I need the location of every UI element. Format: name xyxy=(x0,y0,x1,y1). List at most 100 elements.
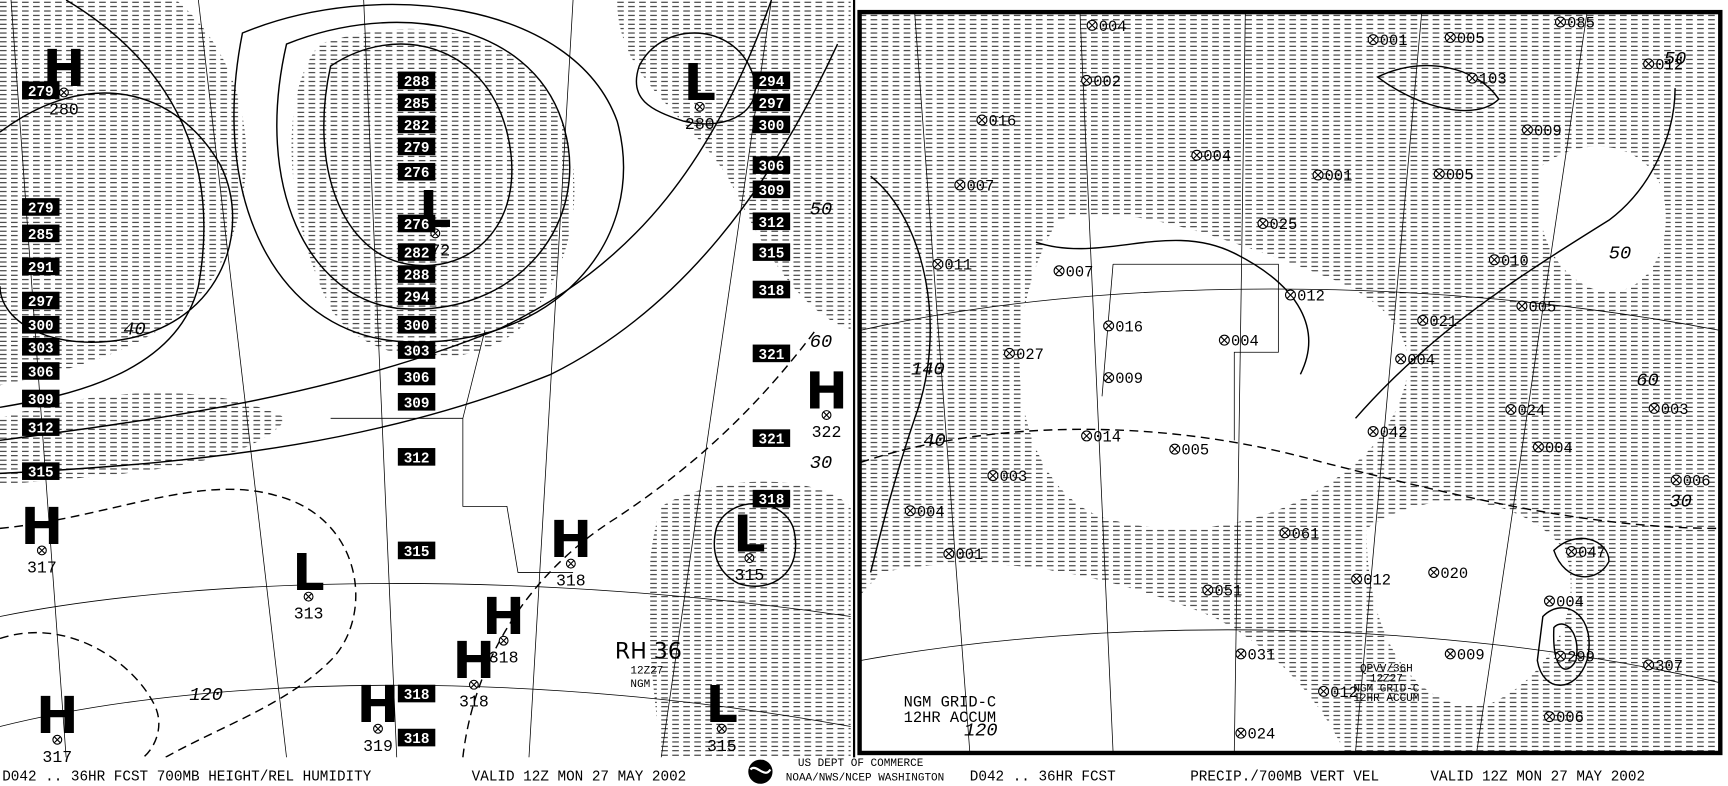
precip-label: 006 xyxy=(1556,709,1584,727)
height-label-box xyxy=(752,115,791,134)
center-symbol-cross xyxy=(1672,476,1681,484)
center-symbol-cross xyxy=(500,637,508,645)
precip-label: 024 xyxy=(1248,726,1276,744)
center-symbol-cross xyxy=(1237,729,1245,738)
center-symbol-cross xyxy=(1429,568,1438,577)
center-symbol-cross xyxy=(1650,404,1659,413)
center-value: 280 xyxy=(49,100,79,119)
center-symbol-cross xyxy=(1396,355,1405,363)
center-value: 280 xyxy=(685,115,715,134)
height-label-box xyxy=(752,489,791,508)
height-label-box xyxy=(752,212,791,231)
precip-label: 001 xyxy=(1380,32,1408,50)
height-label-box xyxy=(397,162,436,181)
precip-label: 001 xyxy=(1325,168,1353,186)
center-symbol-cross xyxy=(1237,650,1245,658)
height-label-box xyxy=(752,344,791,363)
center-symbol-cross xyxy=(1314,171,1322,179)
precip-label: 009 xyxy=(1457,646,1485,664)
height-label: 288 xyxy=(404,75,430,91)
height-label: 300 xyxy=(404,319,430,335)
center-symbol-cross xyxy=(1545,712,1554,721)
center-symbol-cross xyxy=(1418,316,1427,325)
height-label: 321 xyxy=(759,433,785,449)
center-value: 317 xyxy=(27,558,57,577)
height-label: 318 xyxy=(759,493,785,509)
height-label: 315 xyxy=(759,247,785,263)
noaa-emblem xyxy=(748,759,773,784)
stamp-line: 12HR ACCUM xyxy=(1353,693,1419,705)
center-symbol-cross xyxy=(1644,661,1653,669)
center-symbol-cross xyxy=(1259,219,1267,228)
center-symbol-cross xyxy=(1082,76,1091,85)
height-label-box xyxy=(397,367,436,386)
left-map xyxy=(0,0,851,758)
height-label-box xyxy=(22,315,60,334)
height-label-box xyxy=(22,462,60,480)
height-label-box xyxy=(752,71,791,90)
precip-label: 007 xyxy=(1066,263,1094,281)
center-symbol-cross xyxy=(1319,687,1328,696)
precip-label: 010 xyxy=(1501,252,1529,270)
center-symbol-cross xyxy=(1446,650,1455,658)
height-label-box xyxy=(397,448,436,466)
precip-label: 051 xyxy=(1214,583,1242,601)
height-label-box xyxy=(397,341,436,359)
height-label-box xyxy=(397,71,436,90)
center-symbol-cross xyxy=(1518,302,1526,310)
precip-label: 103 xyxy=(1479,71,1507,89)
contour-label: 60 xyxy=(810,331,832,353)
center-symbol-cross xyxy=(1203,586,1212,594)
precip-label: 004 xyxy=(1099,18,1127,36)
height-label: 303 xyxy=(404,345,430,361)
precip-label: 004 xyxy=(1545,439,1573,457)
agency-line2: NOAA/NWS/NCEP WASHINGTON xyxy=(786,773,945,785)
center-symbol-cross xyxy=(978,116,986,124)
center-symbol-cross xyxy=(567,560,575,568)
height-label: 312 xyxy=(28,422,54,438)
height-label: 309 xyxy=(404,396,430,412)
height-label-box xyxy=(22,337,60,356)
height-label-box xyxy=(397,684,436,703)
center-symbol-cross xyxy=(1556,18,1565,26)
center-symbol-cross xyxy=(1104,373,1113,382)
center-symbol-cross xyxy=(374,725,382,733)
contour-label: 40 xyxy=(123,319,145,341)
height-label-box xyxy=(397,265,436,283)
height-label: 300 xyxy=(759,119,785,135)
precip-label: 005 xyxy=(1457,30,1485,48)
height-label-box xyxy=(752,243,791,261)
legend-line: NGM GRID-C xyxy=(904,694,997,712)
right-map xyxy=(860,13,1720,752)
center-value: 315 xyxy=(735,566,765,585)
center-symbol-cross xyxy=(1534,443,1543,451)
height-label: 285 xyxy=(404,97,430,113)
height-label: 288 xyxy=(404,269,430,285)
height-label: 297 xyxy=(759,97,785,113)
center-symbol-cross xyxy=(60,88,68,96)
precip-label: 021 xyxy=(1429,313,1457,331)
height-label-box xyxy=(22,389,60,408)
precip-label: 012 xyxy=(1363,572,1391,590)
contour-label: 30 xyxy=(1669,490,1691,512)
labels: H280L280L272H322H317L313H318H318H318H319… xyxy=(21,15,1711,767)
precip-label: 009 xyxy=(1534,122,1562,140)
contour-label: 50 xyxy=(1609,243,1631,265)
precip-label: 004 xyxy=(1231,333,1259,351)
center-symbol-cross xyxy=(1055,266,1063,275)
precip-label: 012 xyxy=(1297,288,1325,306)
precip-label: 016 xyxy=(989,113,1017,131)
height-label: 303 xyxy=(28,341,54,357)
center-symbol-cross xyxy=(1220,336,1229,345)
footer-right-valid: VALID 12Z MON 27 MAY 2002 xyxy=(1430,770,1645,786)
height-label: 294 xyxy=(759,75,785,91)
precip-label: 007 xyxy=(966,177,994,195)
height-label: 279 xyxy=(404,141,430,157)
center-symbol-cross xyxy=(1545,597,1554,605)
center-symbol-cross xyxy=(1644,59,1653,68)
center-value: 317 xyxy=(42,748,72,767)
height-label: 276 xyxy=(404,166,430,182)
center-symbol-cross xyxy=(1082,432,1091,440)
height-label-box xyxy=(397,243,436,261)
